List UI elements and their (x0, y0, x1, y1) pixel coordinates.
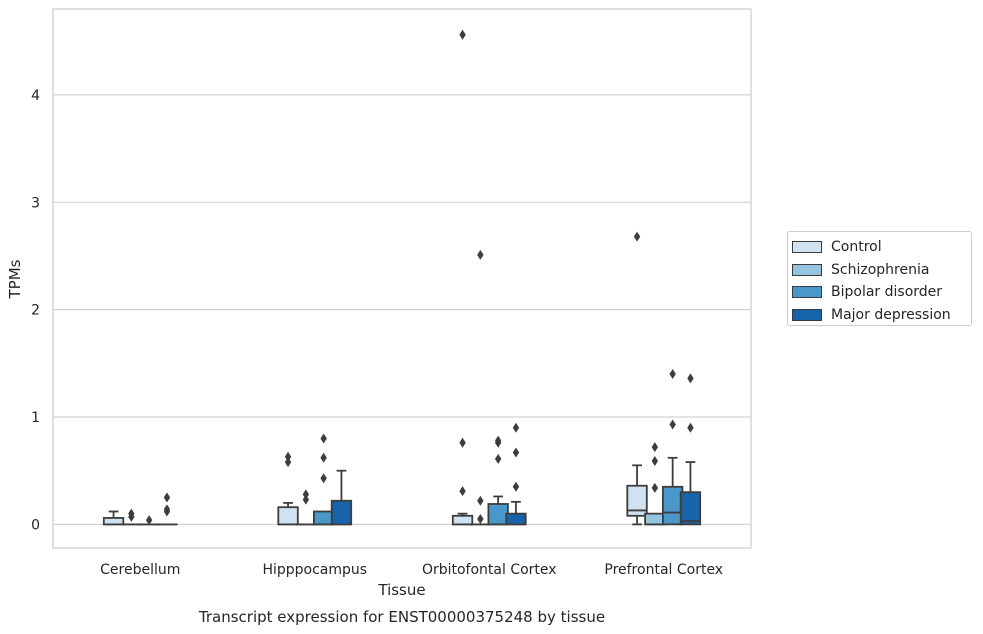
box-body (312, 510, 335, 526)
outlier-point (128, 508, 135, 519)
outlier-point (687, 373, 694, 384)
legend-label-schizophrenia: Schizophrenia (831, 261, 930, 278)
plot-frame (52, 8, 752, 549)
outlier-point (459, 29, 466, 40)
legend-swatch-major-depression (792, 308, 822, 321)
box-3-2 (505, 422, 527, 526)
outlier-point (320, 433, 327, 444)
legend-item-schizophrenia: Schizophrenia (792, 259, 971, 282)
x-tick-label-0: Cerebellum (100, 562, 180, 578)
box-1-2 (469, 249, 492, 526)
outlier-point (163, 504, 171, 515)
outlier-point (651, 442, 659, 453)
legend-item-major-depression: Major depression (792, 304, 971, 327)
y-tick-labels: 0 1 2 3 4 (31, 88, 40, 533)
x-axis-label: Tissue (377, 581, 425, 599)
box-body (505, 512, 527, 526)
outlier-point (459, 437, 466, 448)
y-axis-label: TPMs (6, 259, 24, 299)
outlier-point (320, 452, 327, 463)
legend: Control Schizophrenia Bipolar disorder M… (787, 231, 972, 326)
box-2-0 (138, 515, 160, 526)
box-1-1 (295, 489, 317, 526)
box-body (330, 499, 353, 526)
box-2-1 (312, 433, 335, 526)
outlier-point (633, 231, 641, 242)
box-0-2 (451, 29, 474, 526)
outlier-point (651, 482, 659, 493)
y-tick-label-3: 3 (31, 195, 40, 211)
outlier-point (494, 453, 502, 464)
outlier-point (477, 249, 484, 260)
box-body (644, 512, 666, 526)
outlier-point (687, 422, 694, 433)
outlier-point (669, 369, 676, 380)
outlier-point (145, 515, 153, 526)
outlier-point (512, 481, 520, 492)
outlier-point (284, 457, 292, 468)
chart-title: Transcript expression for ENST0000037524… (198, 608, 605, 626)
box-body (102, 517, 125, 526)
legend-swatch-control (792, 241, 822, 254)
outlier-point (163, 492, 171, 503)
x-tick-label-2: Orbitofontal Cortex (422, 562, 557, 578)
box-1-3 (644, 442, 666, 526)
y-tick-label-4: 4 (31, 88, 40, 104)
box-2-2 (487, 435, 509, 526)
x-tick-label-1: Hipppocampus (262, 562, 367, 578)
legend-swatch-bipolar-disorder (792, 286, 822, 299)
y-tick-label-1: 1 (31, 410, 40, 426)
box-0-0 (102, 510, 125, 526)
legend-item-control: Control (792, 236, 971, 259)
outlier-point (477, 495, 484, 506)
legend-label-major-depression: Major depression (831, 306, 951, 323)
box-body (487, 503, 509, 526)
y-tick-label-2: 2 (31, 303, 40, 319)
outlier-point (477, 514, 484, 525)
outlier-point (651, 456, 659, 467)
legend-swatch-schizophrenia (792, 263, 822, 276)
box-0-1 (277, 451, 299, 526)
outlier-point (494, 435, 502, 446)
outlier-point (669, 419, 676, 430)
box-3-0 (156, 492, 178, 526)
grid-lines (53, 94, 751, 526)
box-0-3 (626, 231, 648, 526)
box-body (451, 514, 474, 526)
outlier-point (302, 494, 310, 505)
outlier-point (302, 489, 310, 500)
legend-label-bipolar-disorder: Bipolar disorder (831, 284, 943, 301)
y-tick-label-0: 0 (31, 517, 40, 533)
legend-item-bipolar-disorder: Bipolar disorder (792, 281, 971, 304)
outlier-point (320, 473, 327, 484)
x-tick-labels: Cerebellum Hipppocampus Orbitofontal Corte… (100, 562, 723, 578)
box-body (679, 491, 702, 526)
outlier-point (459, 486, 466, 497)
x-tick-label-3: Prefrontal Cortex (604, 562, 723, 578)
box-body (661, 485, 684, 526)
box-plot-marks (102, 29, 702, 526)
box-2-3 (661, 369, 684, 526)
legend-label-control: Control (831, 239, 882, 256)
outlier-point (284, 451, 292, 462)
box-body (277, 506, 299, 526)
outlier-point (512, 447, 520, 458)
outlier-point (512, 422, 520, 433)
box-1-0 (120, 508, 143, 526)
box-body (626, 484, 648, 517)
box-3-1 (330, 469, 353, 526)
box-3-3 (679, 373, 702, 526)
